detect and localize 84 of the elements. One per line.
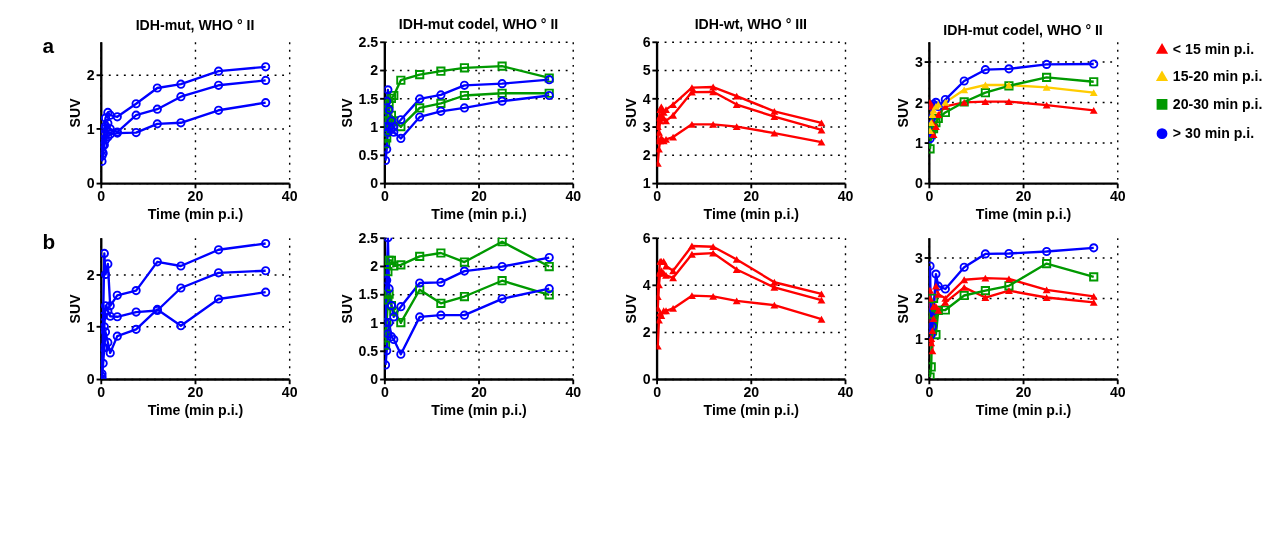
legend-label: 15-20 min p.i. — [1172, 67, 1263, 84]
x-axis-title: Time (min p.i.) — [147, 402, 244, 419]
y-tick-label: 6 — [642, 33, 651, 50]
y-tick-label: 0 — [370, 371, 379, 388]
x-tick-label: 20 — [187, 188, 204, 205]
x-axis-title: Time (min p.i.) — [703, 206, 800, 223]
y-tick-label: 1 — [914, 134, 923, 151]
x-axis-title: Time (min p.i.) — [147, 206, 244, 223]
y-tick-label: 0 — [86, 371, 95, 388]
y-tick-label: 0.5 — [358, 342, 379, 359]
x-tick-label: 0 — [925, 384, 934, 401]
x-tick-label: 40 — [281, 188, 298, 205]
x-tick-label: 20 — [187, 384, 204, 401]
chart-title: IDH-mut codel, WHO ° II — [398, 15, 559, 32]
y-tick-label: 5 — [642, 62, 651, 79]
y-tick-label: 6 — [642, 229, 651, 246]
x-tick-label: 20 — [1015, 384, 1032, 401]
x-tick-label: 20 — [743, 384, 760, 401]
x-tick-label: 0 — [97, 384, 106, 401]
y-tick-label: 2 — [370, 62, 379, 79]
y-tick-label: 0 — [914, 371, 923, 388]
y-axis-title: SUV — [623, 293, 640, 324]
y-tick-label: 4 — [642, 90, 651, 107]
x-axis-title: Time (min p.i.) — [975, 402, 1072, 419]
y-tick-label: 0 — [370, 175, 379, 192]
y-axis-title: SUV — [339, 97, 355, 128]
y-axis-title: SUV — [339, 293, 355, 324]
x-axis-title: Time (min p.i.) — [431, 402, 527, 419]
legend-label: < 15 min p.i. — [1172, 40, 1255, 57]
x-tick-label: 20 — [471, 188, 488, 205]
y-tick-label: 2 — [642, 324, 651, 341]
y-tick-label: 2 — [86, 66, 95, 83]
y-axis-title: SUV — [623, 97, 640, 128]
x-tick-label: 40 — [837, 188, 854, 205]
y-tick-label: 1 — [914, 330, 923, 347]
x-tick-label: 0 — [97, 188, 106, 205]
y-tick-label: 1 — [370, 118, 379, 135]
chart-title: IDH-mut codel, WHO ° II — [943, 22, 1103, 39]
legend-label: 20-30 min p.i. — [1172, 96, 1263, 113]
y-tick-label: 3 — [914, 54, 923, 71]
y-tick-label: 0.5 — [358, 147, 379, 164]
legend-label: > 30 min p.i. — [1172, 125, 1255, 142]
y-tick-label: 2 — [642, 147, 651, 164]
y-axis-title: SUV — [895, 293, 912, 324]
x-axis-title: Time (min p.i.) — [975, 206, 1072, 223]
x-tick-label: 20 — [471, 384, 488, 401]
y-tick-label: 2.5 — [358, 229, 379, 246]
x-tick-label: 0 — [653, 188, 662, 205]
x-tick-label: 40 — [837, 384, 854, 401]
y-tick-label: 2 — [914, 290, 923, 307]
y-axis-title: SUV — [67, 293, 84, 324]
x-tick-label: 20 — [1015, 188, 1032, 205]
y-tick-label: 2.5 — [358, 33, 379, 50]
y-axis-title: SUV — [67, 97, 84, 128]
y-tick-label: 2 — [914, 94, 923, 111]
y-tick-label: 1 — [86, 120, 95, 137]
y-tick-label: 0 — [642, 371, 651, 388]
x-tick-label: 0 — [653, 384, 662, 401]
chart-title: IDH-wt, WHO ° III — [694, 15, 807, 32]
chart-title: IDH-mut, WHO ° II — [135, 16, 255, 33]
x-tick-label: 40 — [565, 188, 582, 205]
y-tick-label: 0 — [914, 175, 923, 192]
y-tick-label: 3 — [642, 118, 651, 135]
y-tick-label: 0 — [86, 175, 95, 192]
x-axis-title: Time (min p.i.) — [431, 206, 527, 223]
x-tick-label: 0 — [925, 188, 934, 205]
text: b — [42, 230, 56, 254]
y-tick-label: 1 — [86, 318, 95, 335]
y-tick-label: 1.5 — [358, 90, 379, 107]
x-tick-label: 40 — [1109, 384, 1126, 401]
text: a — [42, 34, 55, 58]
y-tick-label: 4 — [642, 277, 651, 294]
y-tick-label: 2 — [86, 266, 95, 283]
x-tick-label: 20 — [743, 188, 760, 205]
y-axis-title: SUV — [895, 97, 912, 128]
x-tick-label: 40 — [565, 384, 582, 401]
y-tick-label: 2 — [370, 258, 379, 275]
y-tick-label: 1 — [370, 314, 379, 331]
x-tick-label: 40 — [281, 384, 298, 401]
y-tick-label: 1.5 — [358, 286, 379, 303]
y-tick-label: 1 — [642, 175, 651, 192]
x-tick-label: 40 — [1109, 188, 1126, 205]
y-tick-label: 3 — [914, 250, 923, 267]
x-axis-title: Time (min p.i.) — [703, 402, 800, 419]
